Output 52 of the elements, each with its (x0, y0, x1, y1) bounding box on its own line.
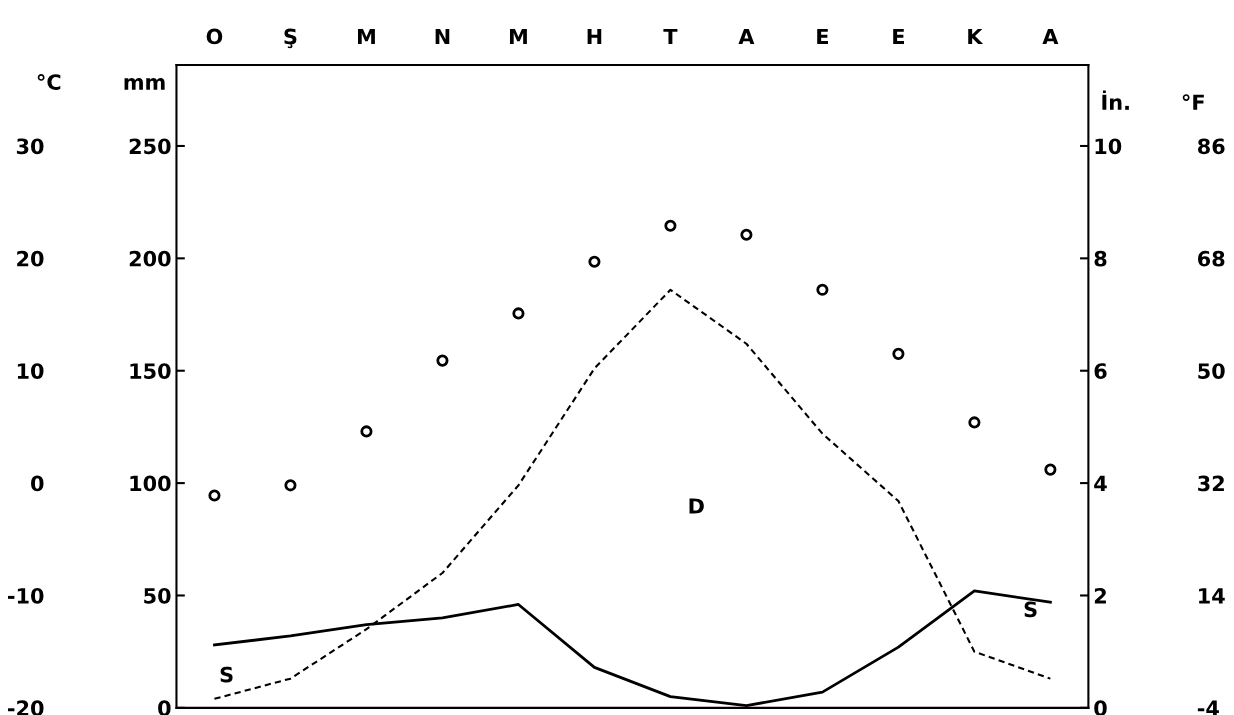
y-tick-label: 20 (17, 250, 44, 267)
y-tick-label: 10 (17, 363, 44, 379)
x-tick-label: O (206, 28, 223, 45)
x-tick-label: H (587, 28, 602, 45)
y2-tick-label: 50 (1198, 363, 1225, 379)
x-tick-label: T (663, 28, 678, 45)
y-tick-label: 100 (130, 475, 171, 492)
x-tick-label: E (893, 28, 904, 45)
point (512, 307, 525, 320)
point (740, 228, 753, 241)
y2-axis-title: İn. (1102, 90, 1129, 110)
annotation: S (220, 666, 233, 683)
x-tick-label: N (435, 28, 450, 45)
y2-tick-label: 14 (1199, 588, 1225, 604)
point (284, 479, 297, 492)
point (360, 425, 373, 438)
y2-tick-label: 86 (1197, 138, 1225, 155)
y2-tick-label: 6 (1094, 363, 1107, 379)
y-tick-label: 0 (31, 475, 44, 492)
x-tick-label: Ş (284, 28, 297, 49)
x-tick-label: A (738, 28, 755, 45)
y-tick-label: 30 (16, 138, 44, 155)
point (436, 354, 449, 367)
x-tick-label: M (357, 28, 375, 45)
y2-tick-label: 8 (1094, 250, 1107, 267)
x-tick-label: K (968, 28, 984, 45)
x-tick-label: M (509, 28, 527, 45)
point (968, 416, 981, 429)
y-axis-title: °C (37, 74, 61, 90)
y2-tick-label: -4 (1197, 700, 1219, 715)
y2-tick-label: 10 (1095, 138, 1122, 155)
point (892, 347, 905, 360)
point (1044, 463, 1057, 476)
x-tick-label: E (817, 28, 828, 45)
point (664, 219, 677, 232)
y2-axis-title: °F (1182, 94, 1204, 110)
point (816, 283, 829, 296)
y-axis-title: mm (124, 77, 165, 90)
point (588, 255, 601, 268)
x-tick-label: A (1042, 28, 1059, 45)
y-tick-label: 50 (144, 587, 171, 604)
y-tick-label: 150 (130, 363, 171, 379)
annotation: D (689, 498, 704, 514)
point (208, 489, 221, 502)
y2-tick-label: 68 (1198, 250, 1225, 267)
annotation: S (1024, 601, 1037, 618)
y-tick-label: 200 (129, 250, 171, 267)
y2-tick-label: 4 (1094, 475, 1107, 492)
y2-tick-label: 32 (1198, 475, 1224, 492)
y2-tick-label: 2 (1094, 587, 1106, 604)
y-tick-label: 250 (129, 138, 171, 155)
y-tick-label: -10 (8, 587, 44, 604)
